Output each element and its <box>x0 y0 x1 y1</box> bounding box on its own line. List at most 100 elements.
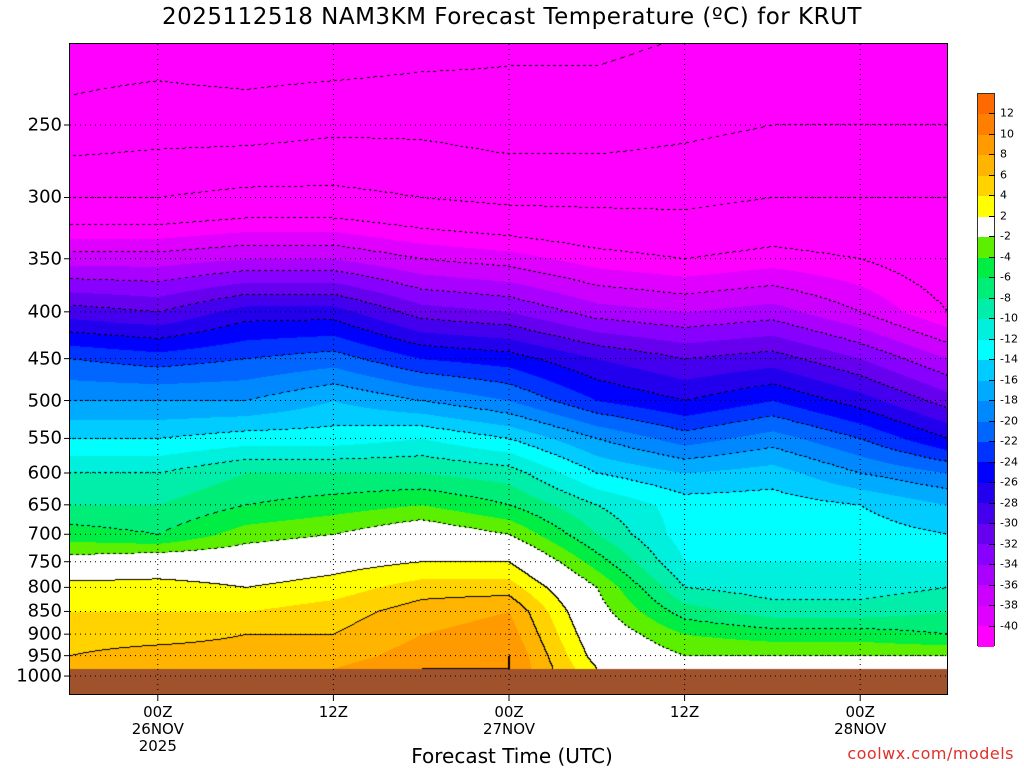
colorbar-label: 4 <box>1000 188 1007 202</box>
colorbar-tick <box>989 215 995 217</box>
colorbar-label: -8 <box>1000 291 1011 305</box>
colorbar-label: 2 <box>1000 209 1007 223</box>
y-tick-label: 400 <box>27 301 62 323</box>
colorbar-swatch <box>978 298 994 320</box>
colorbar-swatch <box>978 134 994 156</box>
temperature-field <box>70 44 948 695</box>
colorbar-swatch <box>978 564 994 586</box>
colorbar-swatch <box>978 503 994 524</box>
colorbar-swatch <box>978 196 994 217</box>
colorbar-swatch <box>978 421 994 442</box>
y-tick-label: 300 <box>27 186 62 208</box>
colorbar-label: -32 <box>1000 537 1018 551</box>
colorbar-swatch <box>978 462 994 483</box>
colorbar-label: -28 <box>1000 496 1018 510</box>
x-tick-line: 28NOV <box>834 720 887 738</box>
colorbar-label: -20 <box>1000 414 1018 428</box>
colorbar-tick <box>989 359 995 361</box>
colorbar-swatch <box>978 319 994 340</box>
colorbar-label: -6 <box>1000 270 1011 284</box>
x-tick-label: 00Z 27NOV <box>459 704 559 738</box>
x-tick-line: 27NOV <box>482 720 536 738</box>
y-tick-label: 550 <box>27 427 62 449</box>
colorbar-tick <box>989 605 995 607</box>
colorbar-label: -4 <box>1000 250 1011 264</box>
colorbar-swatch <box>978 585 994 606</box>
y-tick-label: 450 <box>27 348 62 370</box>
colorbar-tick <box>989 543 995 545</box>
colorbar-label: -2 <box>1000 229 1011 243</box>
colorbar-label: 12 <box>1000 106 1014 120</box>
x-tick-line: 00Z <box>494 703 524 721</box>
y-tick-label: 250 <box>27 114 62 136</box>
x-tick-label: 12Z <box>283 704 383 721</box>
colorbar-tick <box>989 584 995 586</box>
x-tick-line: 12Z <box>318 703 349 721</box>
colorbar-tick <box>989 297 995 299</box>
colorbar-label: -38 <box>1000 598 1018 612</box>
colorbar-swatch <box>978 360 994 381</box>
colorbar-label: -10 <box>1000 311 1018 325</box>
colorbar-label: -24 <box>1000 455 1018 469</box>
y-tick-label: 1000 <box>16 665 62 687</box>
colorbar-swatch <box>978 626 994 647</box>
colorbar-swatch <box>978 155 994 176</box>
colorbar-label: 10 <box>1000 127 1014 141</box>
colorbar-label: -14 <box>1000 352 1018 366</box>
y-tick-label: 900 <box>27 623 62 645</box>
colorbar-label: -30 <box>1000 516 1018 530</box>
colorbar-tick <box>989 113 995 115</box>
x-tick-label: 12Z <box>635 704 735 721</box>
colorbar-tick <box>989 461 995 463</box>
colorbar-swatch <box>978 257 994 279</box>
y-tick-label: 750 <box>27 551 62 573</box>
colorbar-label: -36 <box>1000 578 1018 592</box>
colorbar-label: -34 <box>1000 557 1018 571</box>
colorbar-label: -22 <box>1000 434 1018 448</box>
y-tick-label: 500 <box>27 390 62 412</box>
colorbar-swatch <box>978 544 994 565</box>
colorbar-tick <box>989 133 995 135</box>
x-tick-line: 12Z <box>669 703 700 721</box>
colorbar-tick <box>989 318 995 320</box>
colorbar-tick <box>989 195 995 197</box>
colorbar-swatch <box>978 339 994 361</box>
colorbar-label: -18 <box>1000 393 1018 407</box>
colorbar-tick <box>989 400 995 402</box>
colorbar-tick <box>989 338 995 340</box>
colorbar-label: -40 <box>1000 619 1018 633</box>
colorbar-tick <box>989 523 995 525</box>
colorbar-tick <box>989 625 995 627</box>
colorbar-swatch <box>978 380 994 402</box>
colorbar-swatch <box>978 523 994 545</box>
colorbar-tick <box>989 482 995 484</box>
colorbar-tick <box>989 564 995 566</box>
y-tick-label: 650 <box>27 494 62 516</box>
x-tick-line: 00Z <box>845 703 875 721</box>
colorbar-swatch <box>978 237 994 258</box>
colorbar-swatch <box>978 605 994 627</box>
colorbar-swatch <box>978 175 994 197</box>
y-tick-label: 700 <box>27 523 62 545</box>
colorbar-tick <box>989 420 995 422</box>
x-tick-line: 00Z <box>143 703 173 721</box>
x-tick-line: 26NOV <box>131 720 184 738</box>
colorbar-label: -12 <box>1000 332 1018 346</box>
colorbar-tick <box>989 256 995 258</box>
chart-title: 2025112518 NAM3KM Forecast Temperature (… <box>162 4 862 30</box>
colorbar-tick <box>989 154 995 156</box>
colorbar-swatch <box>978 278 994 299</box>
colorbar-swatch <box>978 114 994 135</box>
colorbar-label: 6 <box>1000 168 1007 182</box>
credit-link[interactable]: coolwx.com/models <box>847 744 1014 763</box>
x-tick-label: 00Z 28NOV <box>810 704 910 738</box>
x-tick-label: 00Z 26NOV 2025 <box>108 704 208 755</box>
y-tick-label: 600 <box>27 462 62 484</box>
y-tick-label: 800 <box>27 576 62 598</box>
colorbar-swatch <box>978 216 994 238</box>
colorbar-swatch <box>978 441 994 463</box>
x-tick-line: 2025 <box>138 737 177 755</box>
y-tick-label: 850 <box>27 600 62 622</box>
colorbar-tick <box>989 379 995 381</box>
colorbar-tick <box>989 236 995 238</box>
